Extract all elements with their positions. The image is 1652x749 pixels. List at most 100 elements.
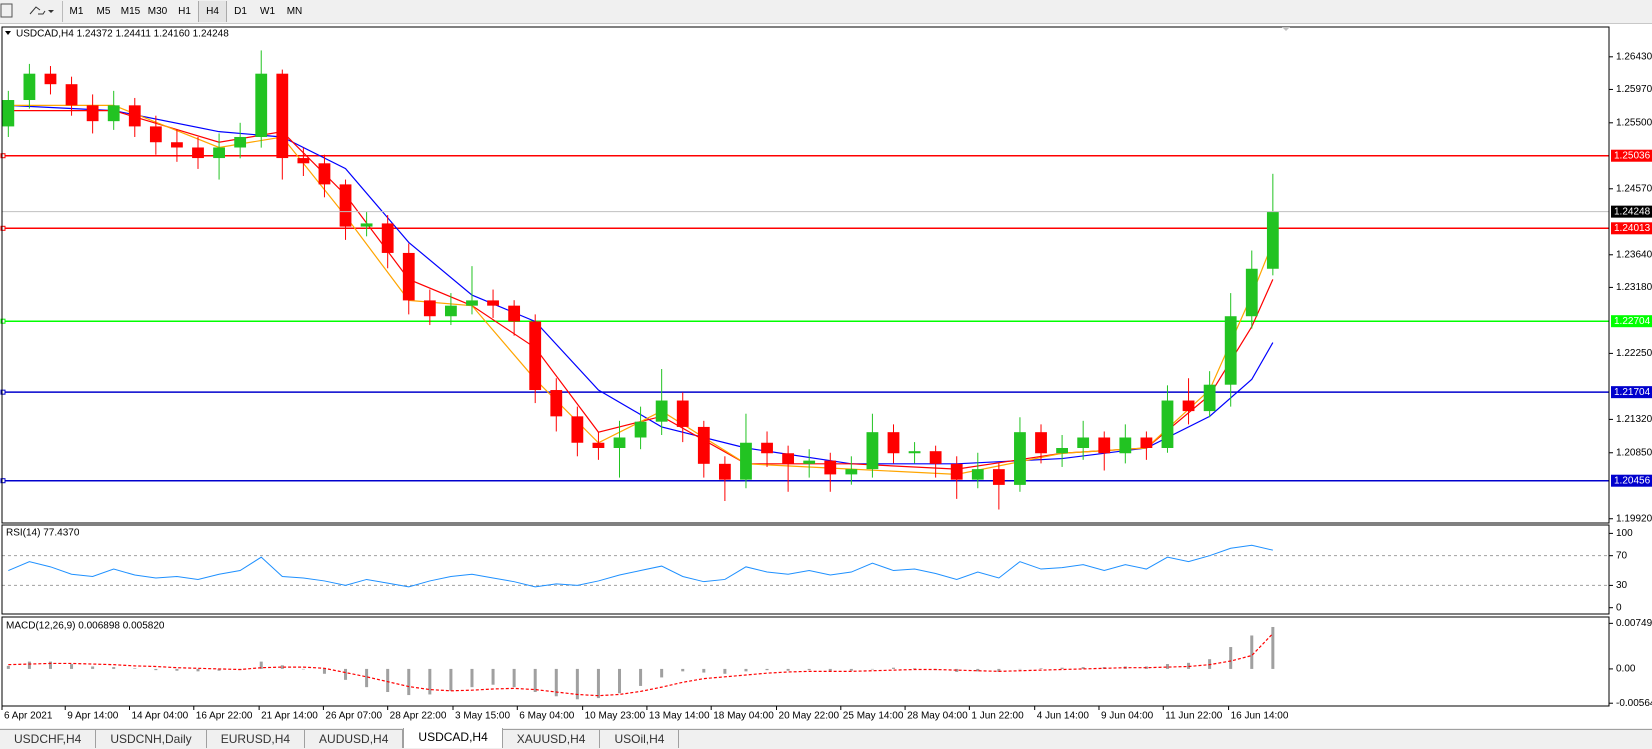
y-tick-label: 1.25500 <box>1616 117 1652 128</box>
x-tick-label: 9 Apr 14:00 <box>67 711 119 722</box>
chart-tab[interactable]: AUDUSD,H4 <box>305 730 404 748</box>
axes: 1.26430 1.25970 1.25500 1.24570 1.23640 1.231… <box>0 51 1652 722</box>
macd-bar <box>744 668 748 672</box>
macd-bar <box>639 668 643 686</box>
y-tick-label: 1.23180 <box>1616 282 1652 293</box>
macd-bar <box>1018 668 1022 670</box>
candle-body <box>445 305 457 317</box>
macd-bar <box>133 668 137 669</box>
candle-body <box>824 460 837 475</box>
y-tick-label: 1.22250 <box>1616 348 1652 359</box>
timeframe-button[interactable]: M5 <box>96 6 111 17</box>
candle-body <box>1056 447 1068 454</box>
candle-body <box>402 252 415 301</box>
macd-bar <box>70 664 74 669</box>
timeframe-button[interactable]: H1 <box>178 6 191 17</box>
candle-body <box>1224 316 1237 385</box>
y-tick-label: 0.00 <box>1616 664 1636 675</box>
macd-bar <box>48 661 52 669</box>
candle-body <box>908 451 921 454</box>
candle-body <box>1098 437 1111 454</box>
candle-body <box>1077 437 1090 448</box>
macd-bar <box>618 668 622 694</box>
macd-bar <box>175 668 179 671</box>
macd-bar <box>765 668 769 671</box>
y-tick-label: 1.25970 <box>1616 84 1652 95</box>
macd-bar <box>1229 647 1233 669</box>
level-label-box <box>1611 149 1652 162</box>
chart-tab[interactable]: USDCHF,H4 <box>0 730 97 748</box>
timeframe-button[interactable]: M30 <box>147 6 168 17</box>
candle-body <box>23 73 36 101</box>
macd-bar <box>112 667 116 669</box>
macd-bar <box>386 668 390 693</box>
level-anchor <box>0 153 6 159</box>
candle-body <box>803 460 816 464</box>
toolbar-icons <box>0 3 54 18</box>
macd-bar <box>301 668 305 670</box>
macd-bar <box>470 668 474 688</box>
shapes-dropdown[interactable] <box>48 10 54 13</box>
candle-body <box>634 421 647 438</box>
x-tick-label: 6 Apr 2021 <box>4 711 53 722</box>
candle-body <box>318 163 331 185</box>
y-tick-label: 30 <box>1616 580 1628 591</box>
y-tick-label: 1.21320 <box>1616 414 1652 425</box>
bid-label: 1.24248 <box>1614 206 1651 217</box>
candle-body <box>929 451 942 464</box>
level-label: 1.25036 <box>1614 150 1651 161</box>
candle-body <box>529 321 542 391</box>
candle-body <box>613 437 626 448</box>
rsi-plot <box>2 544 1609 588</box>
timeframe-button[interactable]: D1 <box>234 6 247 17</box>
y-tick-label: 0 <box>1616 602 1622 613</box>
timeframe-button[interactable]: W1 <box>260 6 275 17</box>
x-tick-label: 11 Jun 22:00 <box>1165 711 1223 722</box>
timeframe-button[interactable]: M15 <box>120 6 141 17</box>
candle-body <box>1182 400 1195 412</box>
level-label: 1.20456 <box>1614 475 1651 486</box>
macd-bar <box>91 666 95 669</box>
candle-body <box>86 105 99 122</box>
shift-marker <box>1282 27 1290 31</box>
level-label-box <box>1611 315 1652 328</box>
x-tick-label: 9 Jun 04:00 <box>1101 711 1154 722</box>
candle-body <box>718 463 731 480</box>
y-tick-label: 1.24570 <box>1616 183 1652 194</box>
x-tick-label: 3 May 15:00 <box>455 711 510 722</box>
level-label: 1.24013 <box>1614 223 1651 234</box>
candle-body <box>423 300 436 317</box>
timeframe-button[interactable]: H4 <box>198 1 227 22</box>
macd-bar <box>997 668 1001 672</box>
x-tick-label: 28 Apr 22:00 <box>390 711 447 722</box>
macd-bar <box>828 668 832 672</box>
chart-tab[interactable]: XAUUSD,H4 <box>503 730 601 748</box>
candle-body <box>1119 437 1132 454</box>
macd-bar <box>554 668 558 697</box>
chart-tab[interactable]: USDCNH,Daily <box>96 730 207 748</box>
price-plot <box>2 50 1609 510</box>
candle-body <box>740 442 752 480</box>
timeframe-button[interactable]: MN <box>286 6 303 17</box>
macd-title: MACD(12,26,9) 0.006898 0.005820 <box>6 621 165 632</box>
menu-triangle[interactable] <box>5 31 11 35</box>
text-tool[interactable] <box>0 3 13 18</box>
macd-bar <box>1250 635 1254 669</box>
level-anchor <box>0 318 6 324</box>
candle-body <box>360 223 373 227</box>
macd-bar <box>6 665 10 669</box>
timeframe-button[interactable]: M1 <box>69 6 84 17</box>
chart-tab[interactable]: USOil,H4 <box>600 730 680 748</box>
chart-tab[interactable]: USDCAD,H4 <box>403 728 503 748</box>
macd-bar <box>154 668 158 671</box>
y-tick-label: -0.005641 <box>1616 698 1652 709</box>
y-tick-label: 1.26430 <box>1616 51 1652 62</box>
rsi-title: RSI(14) 77.4370 <box>6 528 80 539</box>
macd-bar <box>217 668 221 671</box>
candle-body <box>2 100 15 127</box>
shapes-tool[interactable] <box>29 6 46 15</box>
chart-tab[interactable]: EURUSD,H4 <box>207 730 306 748</box>
bid-label-box <box>1611 205 1652 218</box>
candle-body <box>107 105 120 122</box>
